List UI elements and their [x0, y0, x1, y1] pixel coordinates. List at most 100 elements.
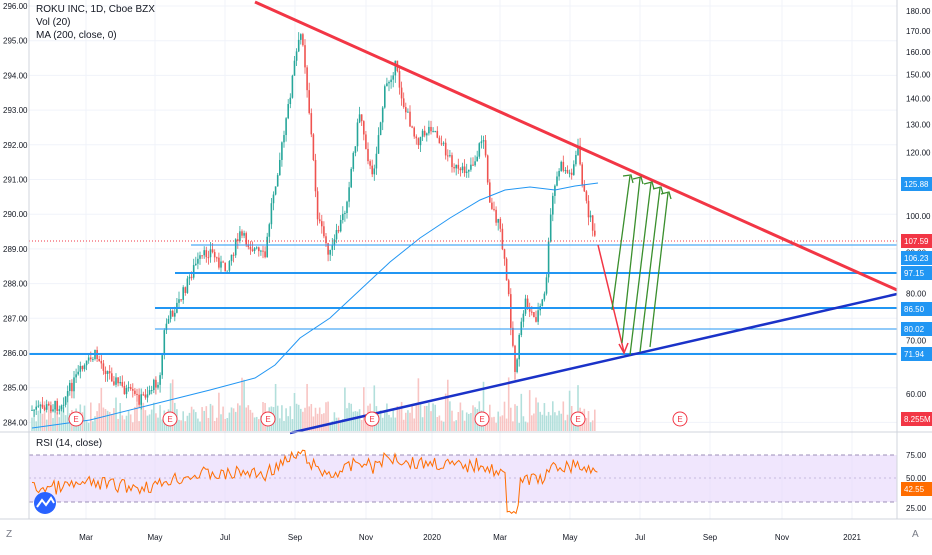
- candle-body: [432, 131, 434, 133]
- candle-body: [468, 169, 470, 172]
- candle-body: [73, 377, 75, 392]
- candle-body: [428, 126, 430, 134]
- volume-bar: [451, 410, 453, 431]
- candle-body: [352, 152, 355, 169]
- candle-body: [402, 98, 405, 108]
- candle-body: [566, 170, 569, 173]
- volume-bar: [178, 419, 180, 431]
- volume-bar: [449, 401, 451, 431]
- earnings-marker[interactable]: [364, 411, 380, 427]
- rsi-tick-label: 25.00: [906, 504, 927, 513]
- candle-body: [260, 250, 262, 252]
- price-label-box: [901, 251, 932, 265]
- volume-bar: [436, 417, 439, 431]
- volume-bar: [87, 422, 90, 431]
- candle-body: [449, 155, 451, 157]
- left-tick-label: 295.00: [3, 37, 28, 46]
- candle-body: [203, 250, 205, 256]
- earnings-marker[interactable]: [162, 411, 178, 427]
- candle-body: [100, 360, 103, 364]
- volume-bar: [392, 410, 394, 431]
- volume-bar: [316, 413, 319, 431]
- volume-bar: [295, 403, 298, 431]
- volume-bar: [348, 402, 350, 431]
- right-tick-label: 80.00: [906, 290, 927, 299]
- candle-body: [415, 136, 418, 139]
- candle-body: [379, 122, 382, 136]
- volume-bar: [556, 415, 558, 431]
- volume-bar: [421, 417, 424, 431]
- candle-body: [33, 409, 35, 411]
- candles: [31, 32, 596, 417]
- earnings-marker[interactable]: [260, 411, 276, 427]
- volume-bar: [497, 411, 499, 431]
- volume-bar: [465, 412, 468, 431]
- candle-body: [148, 390, 151, 395]
- tradingview-logo-icon[interactable]: [34, 492, 56, 514]
- volume-bar: [386, 403, 388, 431]
- volume-bar: [423, 405, 426, 431]
- earnings-marker[interactable]: [68, 411, 84, 427]
- candle-body: [146, 394, 149, 398]
- candle-body: [174, 312, 176, 317]
- volume-bar: [327, 401, 329, 431]
- volume-bar: [45, 419, 48, 431]
- auto-scale-a-icon[interactable]: A: [912, 529, 919, 540]
- volume-bar: [192, 409, 195, 431]
- volume-bar: [127, 410, 130, 431]
- candle-body: [545, 277, 548, 294]
- earnings-marker[interactable]: [570, 411, 586, 427]
- volume-bar: [524, 421, 527, 431]
- resistance-trendline[interactable]: [254, 0, 898, 292]
- candle-body: [157, 384, 159, 388]
- candle-body: [342, 213, 344, 220]
- volume-bar: [153, 402, 155, 431]
- volume-bar: [287, 416, 289, 431]
- earnings-marker-label: E: [167, 415, 172, 424]
- volume-bar: [142, 402, 145, 431]
- earnings-marker[interactable]: [474, 411, 490, 427]
- volume-bar: [245, 407, 247, 431]
- volume-bar: [54, 408, 56, 431]
- x-axis-ticks: Mar May Jul Sep Nov 2020 Mar May Jul Sep Nov 2021: [79, 533, 861, 542]
- support-trendline[interactable]: [289, 292, 898, 435]
- candle-body: [323, 226, 325, 237]
- candle-body: [470, 164, 472, 170]
- volume-bar: [329, 422, 331, 431]
- candle-body: [388, 82, 390, 84]
- candle-body: [239, 231, 241, 242]
- candle-body: [350, 168, 352, 188]
- volume-bar: [564, 420, 567, 431]
- candle-body: [591, 215, 594, 231]
- left-tick-label: 290.00: [3, 210, 28, 219]
- candle-body: [392, 75, 394, 80]
- candle-body: [192, 265, 195, 278]
- candle-body: [287, 104, 289, 119]
- volume-bar: [503, 401, 506, 431]
- x-tick-label: May: [147, 533, 162, 542]
- candle-body: [321, 221, 323, 227]
- candle-body: [266, 236, 268, 258]
- candle-body: [564, 170, 567, 172]
- candle-body: [589, 215, 592, 218]
- candle-body: [132, 389, 134, 391]
- volume-bar: [218, 392, 220, 431]
- candle-body: [79, 365, 82, 372]
- volume-bar: [520, 393, 523, 431]
- candle-body: [279, 159, 281, 176]
- ma-line: [31, 182, 599, 429]
- volume-bar: [589, 422, 592, 431]
- candle-body: [119, 381, 121, 384]
- right-tick-label: 170.00: [906, 27, 931, 36]
- price-label-text: 107.59: [904, 237, 929, 246]
- volume-bar: [323, 413, 325, 431]
- volume-bar: [384, 411, 386, 431]
- zoom-z-icon[interactable]: Z: [6, 529, 12, 540]
- earnings-marker[interactable]: [672, 411, 688, 427]
- x-tick-label: Jul: [635, 533, 645, 542]
- volume-bar: [197, 418, 199, 431]
- volume-bar: [66, 392, 69, 431]
